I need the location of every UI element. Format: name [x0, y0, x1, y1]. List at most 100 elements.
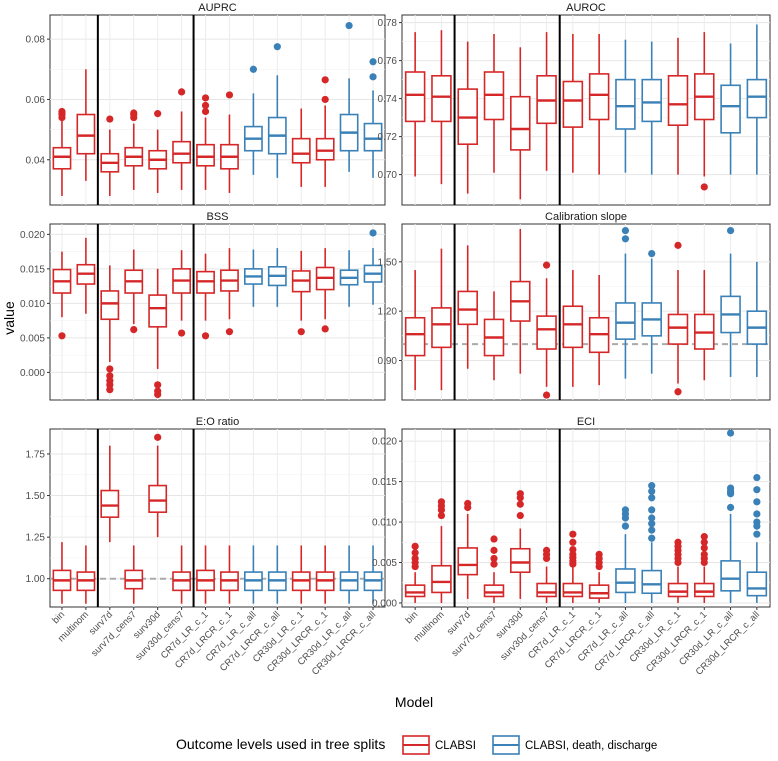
box-surv7d: [457, 499, 478, 599]
box-surv30d: [148, 433, 168, 538]
box-iqr: [510, 547, 531, 574]
box-CR30d_LRCR_c_1: [694, 32, 715, 191]
y-tick-label: 0.005: [372, 558, 397, 569]
outlier-point: [225, 328, 234, 336]
outlier-point: [321, 95, 329, 104]
box-iqr: [615, 568, 636, 594]
box-CR30d_LR_c_all: [720, 226, 741, 377]
box-iqr: [404, 71, 426, 123]
box-CR30d_LR_c_all: [339, 545, 359, 604]
outlier-point: [58, 332, 66, 340]
outlier-point: [154, 110, 162, 118]
box-multinom: [431, 30, 452, 185]
box-iqr: [76, 113, 96, 155]
box-iqr: [667, 582, 689, 598]
outlier-point: [321, 76, 329, 84]
box-multinom: [431, 248, 452, 391]
legend-key-clabsi-death-discharge: CLABSI, death, discharge: [492, 735, 657, 755]
outlier-point: [249, 65, 257, 73]
box-surv7d_cens7: [483, 291, 505, 381]
outlier-point: [201, 107, 210, 116]
box-iqr: [100, 489, 120, 518]
box-iqr: [562, 305, 584, 349]
box-CR7d_LRCR_c_all: [641, 482, 662, 603]
box-iqr: [457, 547, 478, 576]
box-CR7d_LRCR_c_1: [588, 550, 610, 603]
box-multinom: [76, 69, 96, 181]
panel-auprc: AUPRC 0.04 0.06 0.08: [26, 2, 386, 206]
box-surv7d: [100, 445, 120, 543]
box-surv30d: [510, 490, 531, 599]
outlier-point: [648, 250, 656, 258]
outlier-point: [674, 241, 682, 249]
box-surv30d_cens7: [536, 261, 557, 399]
outlier-point: [753, 486, 761, 494]
legend: Outcome levels used in tree splits CLABSI…: [176, 735, 657, 755]
box-surv7d_cens7: [483, 535, 505, 603]
box-iqr: [404, 584, 426, 598]
panel-frame: [49, 428, 386, 608]
box-CR30d_LRCR_c_all: [746, 24, 768, 175]
x-tick-label: bin: [404, 609, 421, 626]
box-iqr: [615, 78, 636, 130]
outlier-point: [700, 544, 708, 552]
box-iqr: [746, 78, 768, 119]
outlier-point: [753, 518, 761, 526]
box-CR30d_LRCR_c_1: [694, 533, 715, 603]
y-axis-label: value: [1, 301, 17, 335]
box-iqr: [172, 140, 192, 164]
outlier-point: [490, 554, 498, 563]
box-surv30d_cens7: [536, 32, 557, 171]
outlier-point: [569, 538, 577, 546]
box-CR30d_LRCR_c_all: [746, 473, 768, 603]
box-bin: [404, 270, 426, 391]
box-iqr: [315, 137, 335, 161]
outlier-point: [178, 88, 186, 96]
outlier-point: [595, 550, 603, 559]
outlier-point: [437, 498, 446, 506]
outlier-point: [753, 510, 761, 518]
box-surv7d_cens7: [124, 109, 144, 190]
outlier-point: [58, 107, 66, 116]
box-iqr: [588, 73, 610, 121]
box-CR30d_LR_c_all: [339, 250, 359, 307]
outlier-point: [648, 520, 656, 528]
panel-frame: [49, 14, 386, 206]
box-bin: [52, 107, 72, 196]
outlier-point: [621, 506, 630, 514]
box-CR30d_LRCR_c_1: [315, 545, 335, 604]
box-CR7d_LR_c_all: [615, 39, 636, 173]
outlier-point: [569, 530, 577, 538]
panel-frame: [401, 14, 771, 206]
box-CR30d_LRCR_c_all: [363, 229, 383, 305]
box-CR7d_LRCR_c_all: [267, 545, 287, 604]
outlier-point: [106, 115, 114, 123]
box-surv7d_cens7: [124, 249, 144, 334]
box-CR7d_LRCR_c_1: [220, 248, 239, 336]
panel-frame: [49, 223, 386, 401]
outlier-point: [130, 109, 138, 117]
y-tick-label: 1.50: [26, 491, 46, 502]
box-multinom: [431, 498, 452, 603]
outlier-point: [648, 506, 656, 514]
outlier-point: [753, 473, 761, 482]
outlier-point: [700, 538, 708, 546]
y-tick-label: 0.020: [20, 230, 45, 241]
panel-title: Calibration slope: [545, 211, 627, 223]
box-iqr: [148, 294, 168, 328]
y-tick-label: 1.50: [378, 257, 398, 268]
box-surv30d: [148, 268, 168, 399]
outlier-point: [411, 554, 419, 563]
box-iqr: [588, 584, 610, 599]
box-iqr: [100, 290, 120, 321]
box-multinom: [76, 237, 96, 314]
outlier-point: [726, 429, 735, 437]
box-surv30d_cens7: [172, 88, 192, 190]
outlier-point: [621, 522, 630, 530]
box-CR7d_LRCR_c_all: [267, 248, 287, 307]
box-surv30d_cens7: [172, 250, 192, 337]
panel-title: AUROC: [566, 2, 606, 14]
box-iqr: [510, 95, 531, 151]
outlier-point: [648, 494, 656, 502]
